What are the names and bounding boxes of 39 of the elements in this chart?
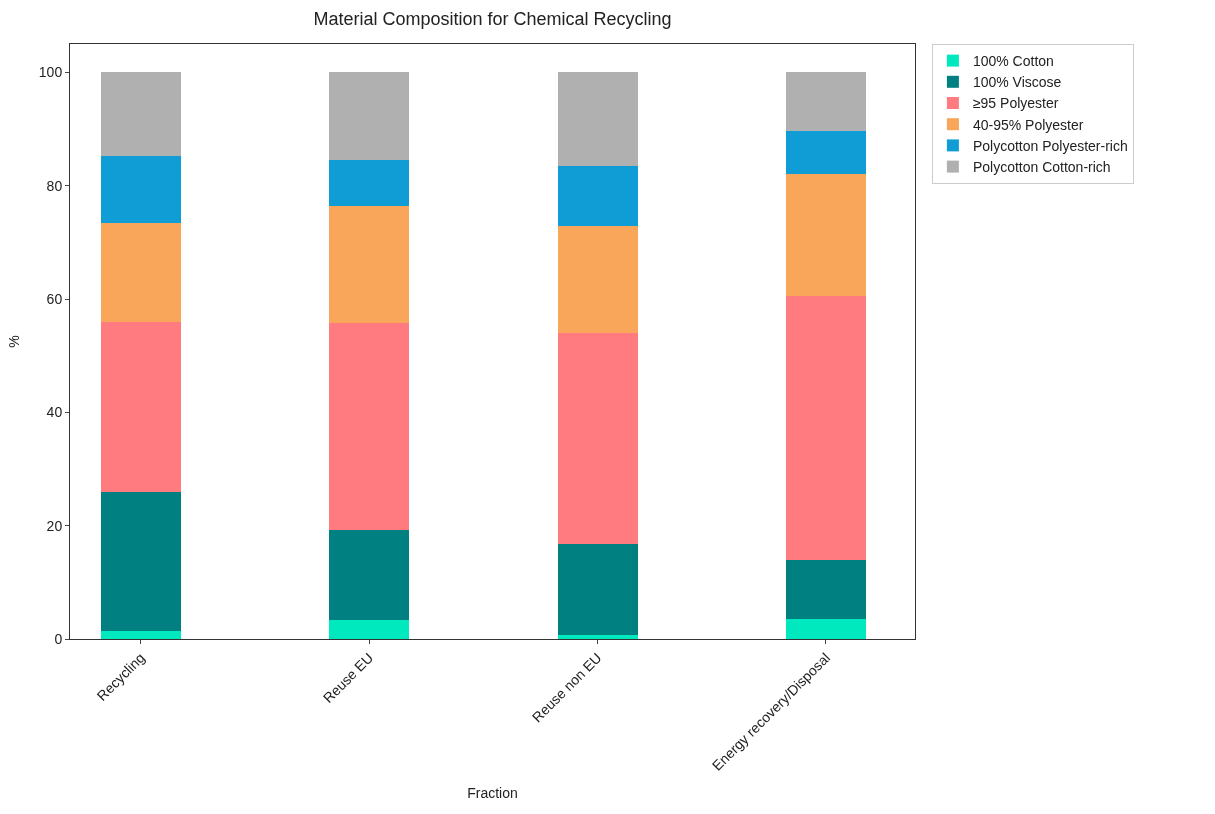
y-axis-title: % bbox=[6, 335, 23, 348]
bar bbox=[100, 72, 181, 156]
bar bbox=[329, 72, 410, 161]
bar bbox=[785, 130, 866, 174]
bar bbox=[329, 323, 410, 530]
bar bbox=[785, 72, 866, 131]
bar bbox=[100, 322, 181, 493]
legend-label: 100% Viscose bbox=[972, 74, 1062, 91]
bar bbox=[785, 295, 866, 560]
y-tick-label: 60 bbox=[46, 290, 63, 307]
y-tick-label: 100 bbox=[38, 64, 63, 81]
y-tick-label: 0 bbox=[54, 630, 63, 647]
bar bbox=[785, 618, 866, 639]
legend-label: 40-95% Polyester bbox=[972, 116, 1084, 133]
bar bbox=[329, 529, 410, 620]
y-tick-label: 80 bbox=[46, 177, 63, 194]
legend-label: ≥95 Polyester bbox=[972, 95, 1059, 112]
bar bbox=[329, 206, 410, 324]
bar bbox=[785, 559, 866, 619]
bar bbox=[329, 619, 410, 639]
y-tick-label: 20 bbox=[46, 517, 63, 534]
bar bbox=[785, 173, 866, 296]
bar bbox=[557, 635, 638, 639]
chart-title: Material Composition for Chemical Recycling bbox=[313, 8, 672, 29]
bar bbox=[329, 160, 410, 207]
bar bbox=[557, 225, 638, 333]
bar bbox=[557, 333, 638, 544]
legend-label: Polycotton Cotton-rich bbox=[972, 159, 1111, 176]
legend-label: Polycotton Polyester-rich bbox=[972, 137, 1128, 154]
y-tick-label: 40 bbox=[46, 404, 63, 421]
bar bbox=[557, 166, 638, 226]
bar bbox=[100, 492, 181, 632]
legend-label: 100% Cotton bbox=[972, 53, 1054, 70]
bar bbox=[100, 222, 181, 323]
bar bbox=[557, 543, 638, 636]
x-axis-title: Fraction bbox=[467, 784, 518, 801]
bar bbox=[100, 155, 181, 223]
bar bbox=[100, 631, 181, 639]
bar bbox=[557, 72, 638, 167]
